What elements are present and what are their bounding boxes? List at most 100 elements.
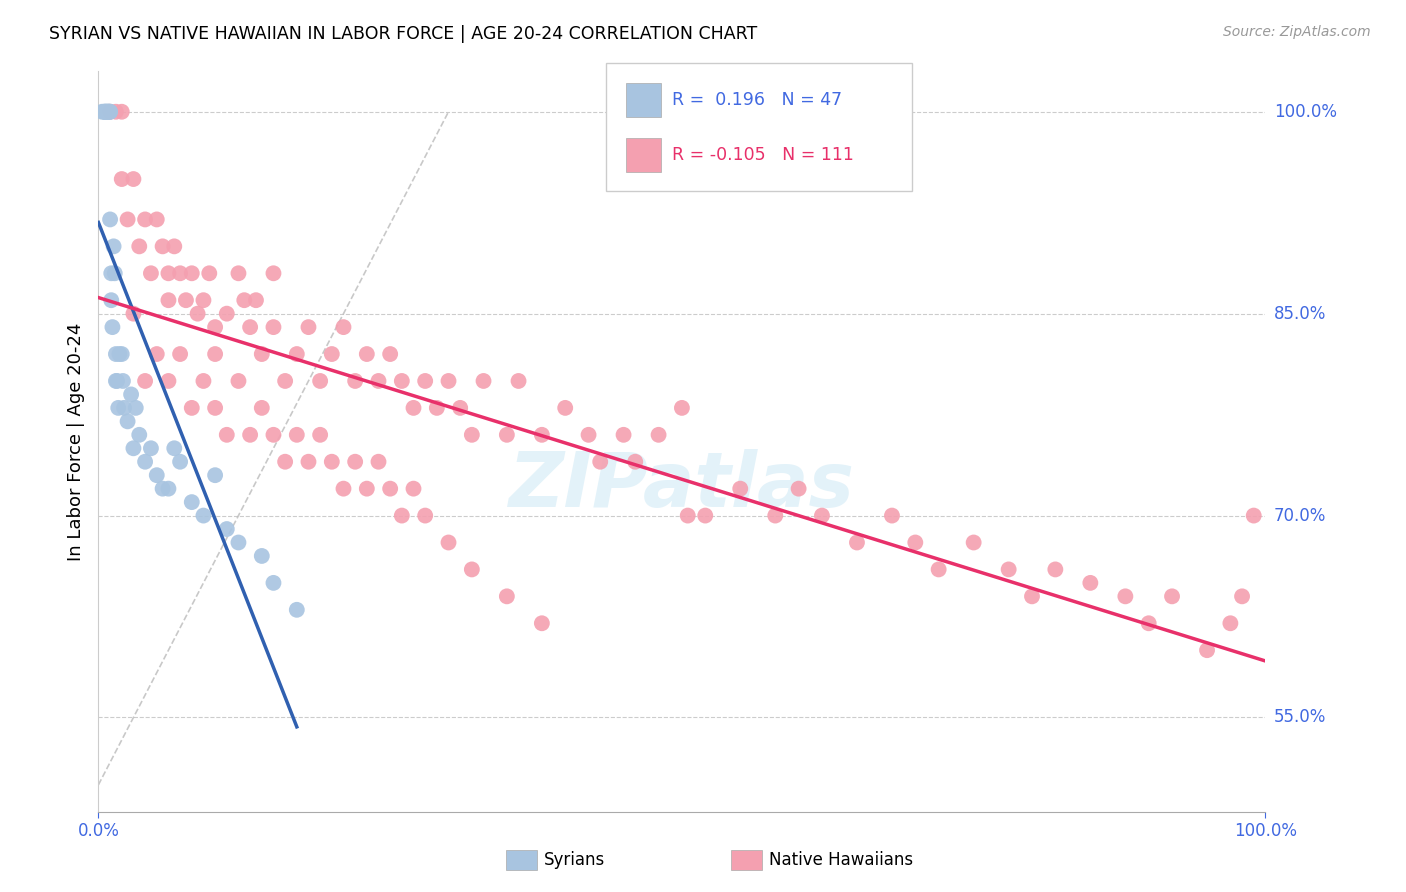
Point (112, 401, 135, 415)
Point (97, 104, 120, 119)
Point (134, 212, 156, 227)
Point (880, 508, 903, 523)
Point (530, 616, 553, 631)
Point (97, 104, 120, 119)
Point (128, 427, 150, 442)
Text: Syrians: Syrians (544, 851, 606, 869)
Point (100, 266, 122, 280)
Point (647, 427, 669, 442)
Point (180, 266, 202, 280)
Point (180, 495, 202, 509)
Point (367, 455, 389, 469)
Point (152, 239, 174, 253)
Point (128, 239, 150, 253)
Point (146, 347, 169, 361)
Point (122, 172, 145, 186)
Point (285, 427, 308, 442)
Point (1243, 508, 1265, 523)
Point (763, 508, 786, 523)
Point (233, 293, 256, 308)
Point (1114, 590, 1136, 604)
Point (332, 320, 354, 334)
Text: R = -0.105   N = 111: R = -0.105 N = 111 (672, 146, 853, 164)
Point (356, 482, 378, 496)
Point (111, 104, 134, 119)
Point (146, 212, 169, 227)
Text: 70.0%: 70.0% (1274, 507, 1326, 524)
Point (730, 482, 752, 496)
Point (187, 307, 209, 321)
Text: 100.0%: 100.0% (1274, 103, 1337, 120)
Point (152, 482, 174, 496)
Point (589, 455, 612, 469)
Point (904, 535, 927, 549)
Point (163, 239, 186, 253)
Point (332, 482, 354, 496)
Point (193, 374, 215, 388)
Text: SYRIAN VS NATIVE HAWAIIAN IN LABOR FORCE | AGE 20-24 CORRELATION CHART: SYRIAN VS NATIVE HAWAIIAN IN LABOR FORCE… (49, 25, 758, 43)
Point (578, 427, 600, 442)
Point (262, 427, 284, 442)
Point (105, 374, 128, 388)
Point (157, 374, 180, 388)
Point (104, 104, 127, 119)
Point (250, 401, 273, 415)
Point (380, 482, 402, 496)
Point (402, 401, 425, 415)
Point (101, 320, 124, 334)
Point (239, 427, 262, 442)
Point (107, 401, 129, 415)
Point (228, 535, 250, 549)
Point (122, 442, 145, 456)
Point (671, 401, 693, 415)
Point (297, 455, 319, 469)
Point (98, 104, 121, 119)
Point (98, 104, 121, 119)
Point (262, 320, 284, 334)
Point (787, 482, 810, 496)
Point (239, 320, 262, 334)
Point (169, 455, 191, 469)
Point (413, 374, 436, 388)
Point (169, 347, 191, 361)
Point (104, 374, 127, 388)
Point (134, 374, 156, 388)
Point (285, 347, 308, 361)
Text: 85.0%: 85.0% (1274, 305, 1326, 323)
Point (117, 414, 139, 428)
Point (612, 427, 634, 442)
Point (811, 508, 834, 523)
Y-axis label: In Labor Force | Age 20-24: In Labor Force | Age 20-24 (66, 322, 84, 561)
Point (204, 347, 226, 361)
Point (508, 374, 530, 388)
Text: 55.0%: 55.0% (1274, 708, 1326, 726)
Point (449, 401, 471, 415)
Point (215, 307, 238, 321)
Point (228, 266, 250, 280)
Point (97, 104, 120, 119)
Point (97, 104, 120, 119)
Point (846, 535, 869, 549)
Point (309, 427, 332, 442)
Point (344, 455, 367, 469)
Point (496, 590, 519, 604)
Point (1197, 643, 1219, 657)
Point (472, 374, 495, 388)
Point (93, 104, 115, 119)
Point (120, 387, 142, 401)
Point (1045, 562, 1067, 576)
Point (1161, 590, 1184, 604)
Point (198, 266, 221, 280)
Point (139, 266, 162, 280)
Point (215, 522, 238, 536)
Text: ZIPatlas: ZIPatlas (509, 449, 855, 523)
Point (391, 374, 413, 388)
Text: Native Hawaiians: Native Hawaiians (769, 851, 914, 869)
Point (94, 104, 117, 119)
Point (134, 455, 156, 469)
Point (104, 266, 127, 280)
Point (93, 104, 115, 119)
Point (157, 482, 180, 496)
Point (96, 104, 118, 119)
Point (380, 347, 402, 361)
